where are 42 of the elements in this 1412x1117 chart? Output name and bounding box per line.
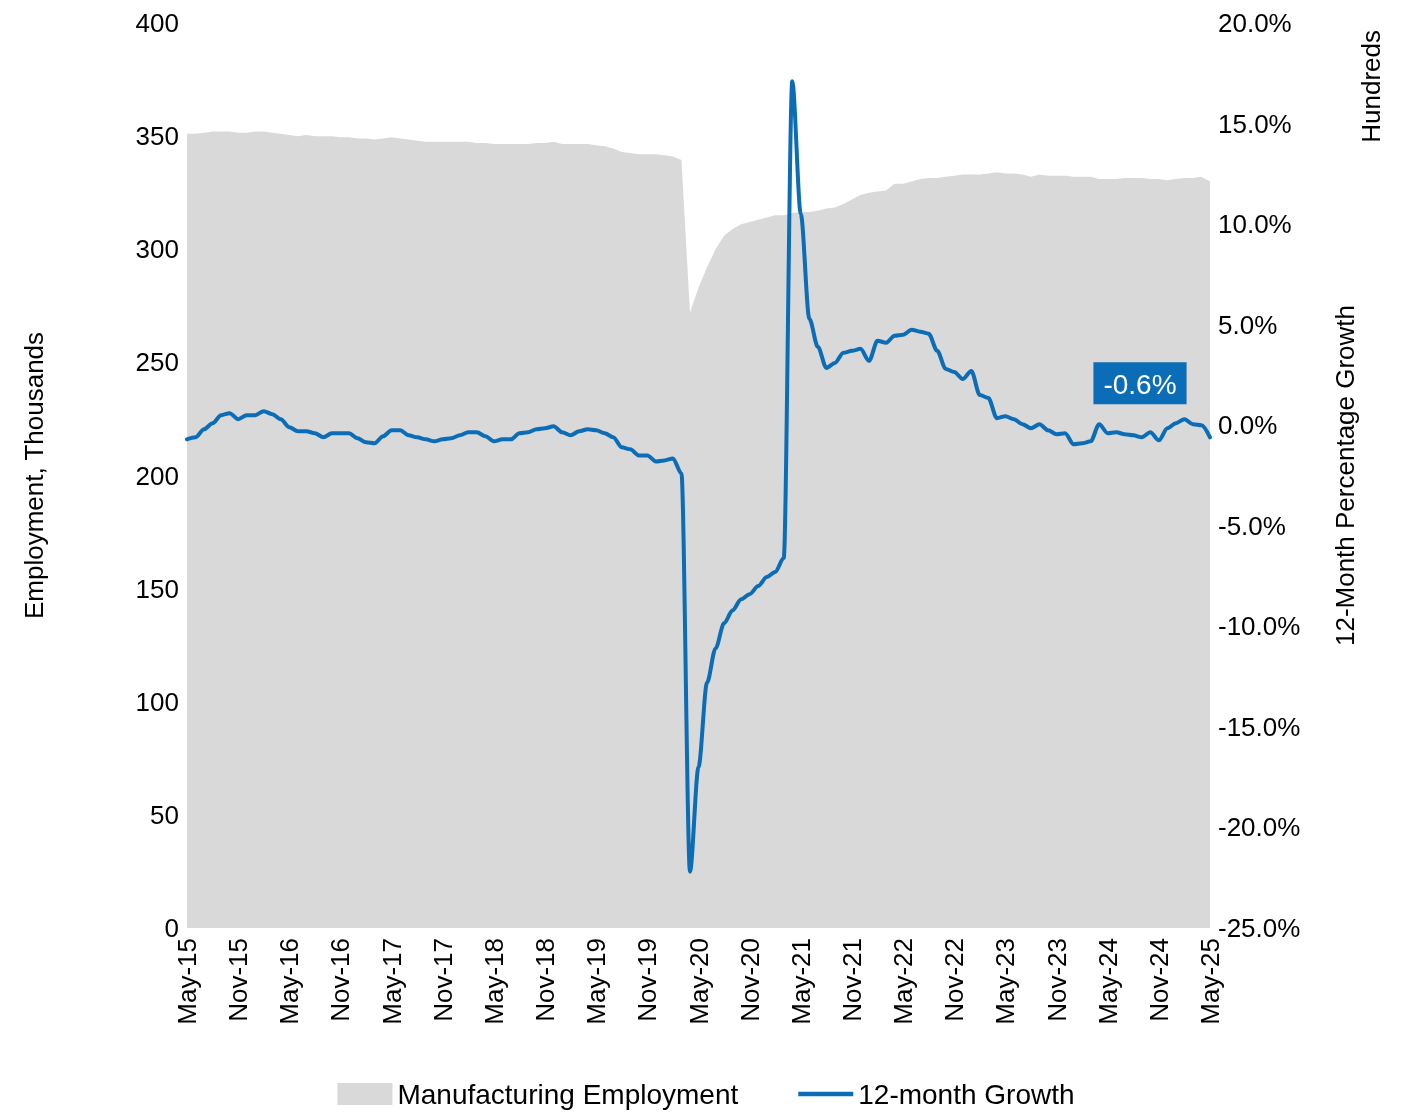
y-tick-label: 50 [150, 799, 179, 830]
x-tick-label: Nov-19 [632, 938, 663, 1022]
x-tick-label: May-20 [683, 938, 714, 1025]
x-tick-label: Nov-17 [427, 938, 458, 1022]
x-tick-label: May-18 [478, 938, 509, 1025]
y-tick-label: 250 [135, 347, 179, 378]
y2-tick-label: 15.0% [1218, 108, 1292, 139]
x-tick-label: May-24 [1092, 938, 1123, 1025]
y2-tick-label: 0.0% [1218, 410, 1278, 441]
y2-tick-label: -10.0% [1218, 611, 1301, 642]
x-tick-label: May-22 [888, 938, 919, 1025]
legend-label: Manufacturing Employment [397, 1078, 739, 1110]
x-tick-label: Nov-24 [1143, 938, 1174, 1022]
x-tick-label: Nov-22 [939, 938, 970, 1022]
x-tick-label: May-21 [785, 938, 816, 1025]
x-tick-label: Nov-20 [734, 938, 765, 1022]
y2-tick-label: -20.0% [1218, 812, 1301, 843]
x-tick-label: Nov-18 [530, 938, 561, 1022]
y-tick-label: 200 [135, 460, 179, 491]
x-tick-label: May-19 [581, 938, 612, 1025]
data-label: -0.6% [1103, 368, 1177, 400]
y2-axis-title: 12-Month Percentage Growth [1330, 304, 1360, 647]
y-tick-label: 350 [135, 121, 179, 152]
y2-tick-label: 10.0% [1218, 209, 1292, 240]
x-tick-label: May-16 [274, 938, 305, 1025]
y2-tick-label: -5.0% [1218, 510, 1286, 541]
x-tick-label: Nov-15 [223, 938, 254, 1022]
x-tick-label: Nov-23 [1041, 938, 1072, 1022]
y-tick-label: 150 [135, 573, 179, 604]
x-tick-label: Nov-16 [325, 938, 356, 1022]
x-tick-label: Nov-21 [836, 938, 867, 1022]
text: Hundreds [1356, 30, 1386, 143]
y-tick-label: 400 [135, 8, 179, 38]
y2-tick-label: 5.0% [1218, 309, 1278, 340]
y-tick-label: 300 [135, 234, 179, 265]
y-axis-title: Employment, Thousands [19, 331, 49, 620]
x-tick-label: May-23 [990, 938, 1021, 1025]
y2-tick-label: -15.0% [1218, 711, 1301, 742]
x-tick-label: May-17 [376, 938, 407, 1025]
y2-tick-label: 20.0% [1218, 8, 1292, 38]
y-tick-label: 100 [135, 686, 179, 717]
legend-label: 12-month Growth [858, 1078, 1075, 1110]
